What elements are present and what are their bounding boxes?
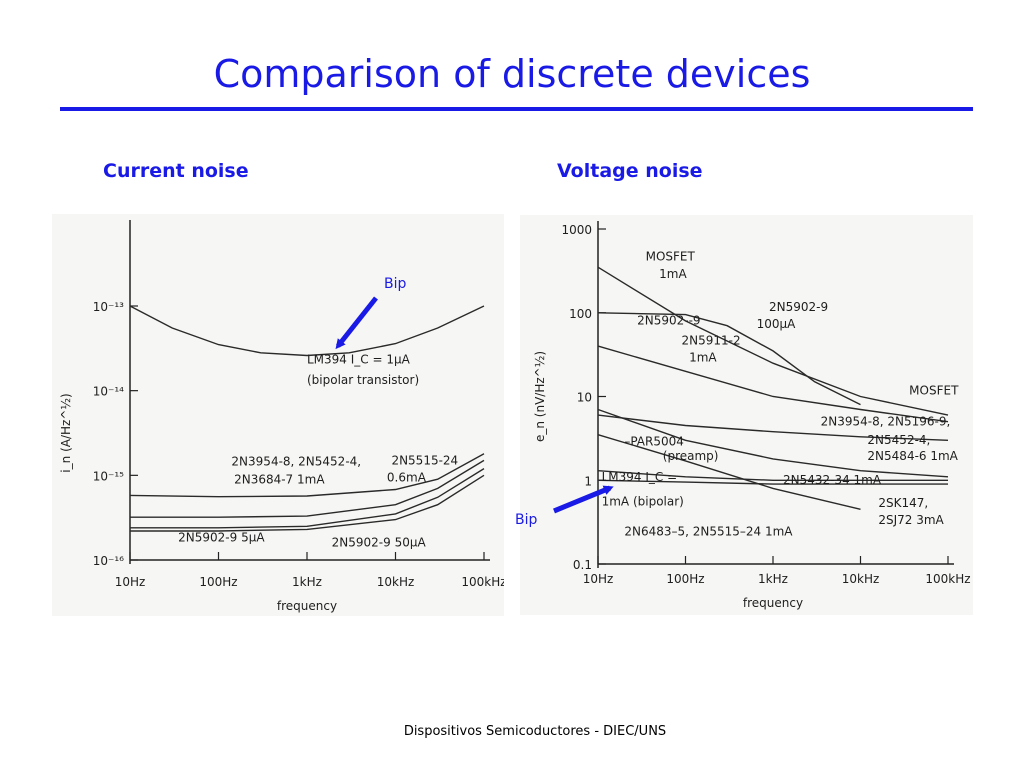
series-line-6: [597, 470, 948, 481]
x-tick-label: 100Hz: [199, 575, 237, 589]
x-tick-label: 10kHz: [377, 575, 415, 589]
slide-title: Comparison of discrete devices: [213, 52, 811, 96]
curve-annotation: 2N5452-4,: [867, 433, 930, 447]
series-line-0: [597, 266, 949, 416]
curve-annotation: 1mA (bipolar): [602, 494, 684, 508]
x-tick-label: 10Hz: [583, 572, 614, 586]
curve-annotation: 100μA: [757, 317, 797, 331]
current-noise-chart: 10⁻¹³ 10⁻¹⁴ 10⁻¹⁵ 10⁻¹⁶ 10Hz 100Hz 1kHz 10kHz 10…: [52, 214, 504, 616]
voltage-noise-subtitle: Voltage noise: [557, 160, 703, 182]
y-tick-label: 1: [584, 474, 592, 488]
y-tick-label: 10: [577, 391, 592, 405]
curve-annotation: 0.6mA: [387, 470, 427, 484]
bip-label-current: Bip: [384, 276, 407, 292]
curve-annotation: 2N5484-6 1mA: [867, 449, 958, 463]
series-line-3: [130, 468, 485, 529]
x-tick-label: 100kHz: [461, 575, 504, 589]
curve-annotation: –PAR5004: [624, 434, 684, 448]
curve-annotation: MOSFET: [909, 384, 959, 398]
series-line-4: [130, 474, 485, 532]
series-line-2: [130, 459, 485, 518]
curve-annotation: 2N5432-34 1mA: [783, 473, 882, 487]
curve-annotation: 1mA: [659, 267, 687, 281]
curve-annotation: 2SJ72 3mA: [878, 513, 944, 527]
series-line-7: [597, 479, 948, 485]
x-axis-label: frequency: [277, 599, 337, 613]
series-line-1: [129, 453, 485, 498]
curve-annotation: (preamp): [663, 449, 719, 463]
current-noise-subtitle: Current noise: [103, 160, 249, 182]
curve-annotation: 2N5902--9: [637, 314, 700, 328]
y-tick-label: 10⁻¹⁴: [93, 385, 124, 399]
curve-annotation: MOSFET: [646, 250, 696, 264]
x-tick-label: 100kHz: [925, 572, 970, 586]
x-tick-label: 1kHz: [758, 572, 788, 586]
curve-annotation: 2N5902-9 50μA: [332, 535, 427, 549]
x-tick-label: 1kHz: [292, 575, 322, 589]
curve-annotation: LM394 I_C =: [602, 470, 678, 484]
curve-annotation: 2N5902-9: [769, 300, 828, 314]
y-tick-label: 10⁻¹³: [93, 300, 124, 314]
series-line-5: [597, 434, 861, 510]
y-tick-label: 10⁻¹⁵: [93, 469, 124, 483]
x-axis-label: frequency: [743, 596, 803, 610]
curve-annotation: 2N5515-24: [391, 453, 458, 467]
bip-arrow-current: [335, 296, 378, 350]
curve-annotation: 2N5911-2: [681, 333, 740, 347]
curve-annotation: 2N3954-8, 2N5452-4,: [231, 455, 361, 469]
slide-footer: Dispositivos Semicoductores - DIEC/UNS: [403, 724, 667, 739]
curve-annotation: 2N3954-8, 2N5196-9,: [821, 415, 951, 429]
current-noise-plot: 10⁻¹³ 10⁻¹⁴ 10⁻¹⁵ 10⁻¹⁶ 10Hz 100Hz 1kHz 10kHz 10…: [59, 220, 504, 613]
curve-annotation: 2N6483–5, 2N5515–24 1mA: [624, 524, 793, 538]
series-line-2: [597, 345, 949, 423]
bip-label-voltage: Bip: [515, 512, 538, 528]
title-underline: [60, 107, 973, 111]
voltage-noise-chart: 1000 100 10 1 0.1 10Hz 100Hz 1kHz 10kHz 100kHz fre…: [520, 215, 973, 615]
y-axis-label: i_n (A/Hz^½): [59, 393, 73, 472]
curve-annotation: LM394 I_C = 1μA: [307, 352, 411, 366]
series-line-3: [597, 414, 949, 441]
x-tick-label: 100Hz: [666, 572, 704, 586]
y-tick-label: 10⁻¹⁶: [93, 554, 124, 568]
curve-annotation: 2SK147,: [878, 496, 928, 510]
y-tick-label: 1000: [561, 223, 592, 237]
series-line-0: [129, 305, 485, 357]
y-tick-label: 100: [569, 307, 592, 321]
curve-annotation: 2N3684-7 1mA: [234, 473, 325, 487]
y-tick-label: 0.1: [573, 558, 592, 572]
curve-annotation: 1mA: [689, 351, 717, 365]
x-tick-label: 10Hz: [115, 575, 146, 589]
series-line-1: [597, 312, 861, 406]
curve-annotation: (bipolar transistor): [307, 373, 419, 387]
series-line-4: [597, 408, 949, 478]
y-axis-label: e_n (nV/Hz^½): [533, 351, 547, 442]
x-tick-label: 10kHz: [842, 572, 880, 586]
curve-annotation: 2N5902-9 5μA: [178, 531, 265, 545]
bip-arrow-voltage: [553, 485, 614, 514]
